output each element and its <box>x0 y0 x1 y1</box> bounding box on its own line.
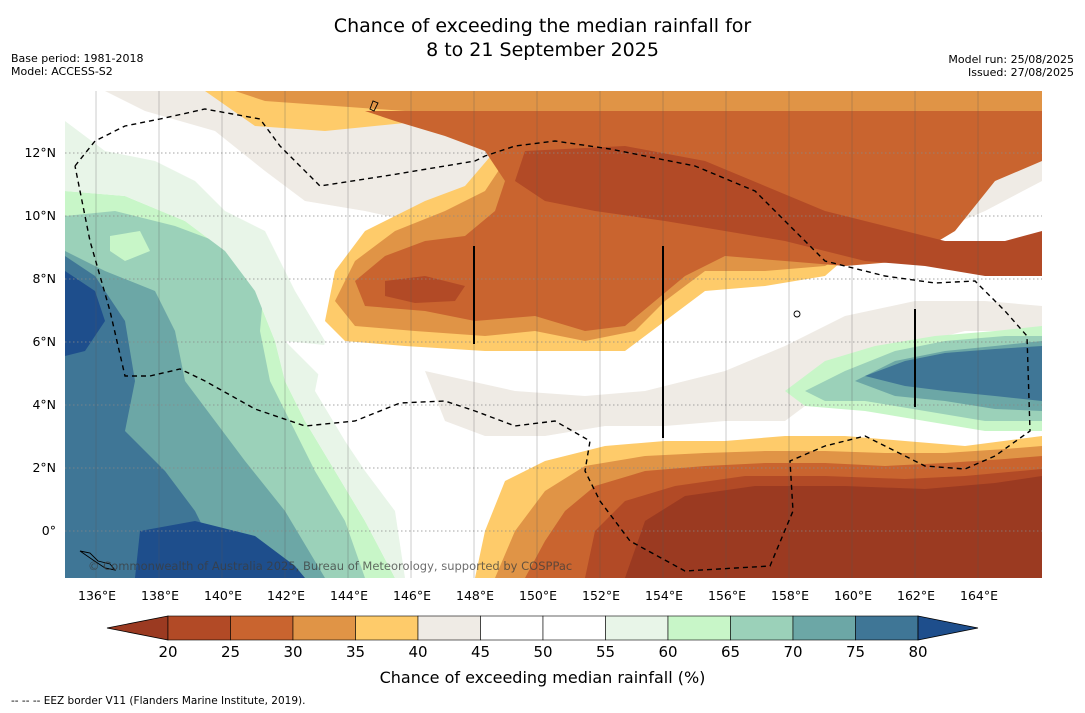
y-tick-label: 4°N <box>32 397 56 412</box>
eez-border <box>74 108 1031 572</box>
x-tick-label: 160°E <box>833 588 873 603</box>
x-tick-label: 140°E <box>203 588 243 603</box>
y-tick-label: 12°N <box>24 145 56 160</box>
model-run-text: Model run: 25/08/2025 <box>948 53 1074 66</box>
colorbar <box>106 615 979 641</box>
eez-note: -- -- -- EEZ border V11 (Flanders Marine… <box>11 695 306 707</box>
x-tick-label: 144°E <box>329 588 369 603</box>
x-tick-label: 156°E <box>707 588 747 603</box>
colorbar-tick-label: 80 <box>908 643 928 661</box>
central-rust-west <box>385 276 465 303</box>
colorbar-tick-label: 65 <box>720 643 741 661</box>
east-blue <box>865 346 1042 401</box>
colorbar-cell <box>292 615 356 641</box>
colorbar-tick-label: 30 <box>283 643 303 661</box>
colorbar-tick-label: 35 <box>345 643 366 661</box>
map-canvas <box>65 91 1042 578</box>
colorbar-cell <box>542 615 606 641</box>
colorbar-cell <box>480 615 544 641</box>
x-tick-label: 136°E <box>77 588 117 603</box>
base-period-text: Base period: 1981-2018 <box>11 52 144 65</box>
copyright-text: © Commonwealth of Australia 2025, Bureau… <box>88 559 573 573</box>
y-tick-label: 8°N <box>32 271 56 286</box>
colorbar-tick-label: 40 <box>408 643 428 661</box>
y-tick-label: 2°N <box>32 460 56 475</box>
west-pale-green <box>65 121 405 578</box>
colorbar-tick-label: 20 <box>158 643 178 661</box>
island-outlines <box>79 100 801 571</box>
colorbar-cell <box>667 615 731 641</box>
colorbar-cell <box>792 615 856 641</box>
colorbar-tick-label: 55 <box>595 643 616 661</box>
x-tick-label: 138°E <box>140 588 180 603</box>
colorbar-cell <box>730 615 794 641</box>
rainfall-map <box>65 91 1042 578</box>
west-blue <box>65 256 245 578</box>
colorbar-tick-label: 60 <box>658 643 678 661</box>
x-tick-label: 150°E <box>518 588 558 603</box>
x-tick-label: 148°E <box>455 588 495 603</box>
y-tick-label: 0° <box>41 523 56 538</box>
colorbar-cell <box>230 615 294 641</box>
black-markers <box>473 246 916 438</box>
mid-beige-band <box>425 301 1042 436</box>
colorbar-tick-label: 70 <box>783 643 803 661</box>
issued-text: Issued: 27/08/2025 <box>967 66 1074 79</box>
title-line-2: 8 to 21 September 2025 <box>426 39 659 61</box>
title-line-1: Chance of exceeding the median rainfall … <box>333 15 752 37</box>
x-tick-label: 158°E <box>770 588 810 603</box>
colorbar-tick-label: 25 <box>220 643 241 661</box>
model-info: Base period: 1981-2018 Model: ACCESS-S2 <box>11 52 143 78</box>
x-tick-label: 152°E <box>581 588 621 603</box>
colorbar-tick-label: 75 <box>845 643 866 661</box>
x-tick-label: 154°E <box>644 588 684 603</box>
map-title: Chance of exceeding the median rainfall … <box>0 14 1085 62</box>
colorbar-cell <box>355 615 419 641</box>
run-info: Model run: 25/08/2025 Issued: 27/08/2025 <box>948 53 1074 79</box>
colorbar-title: Chance of exceeding median rainfall (%) <box>379 668 706 687</box>
model-text: Model: ACCESS-S2 <box>11 65 113 78</box>
west-green-patch <box>110 231 150 261</box>
colorbar-tick-label: 50 <box>533 643 553 661</box>
y-tick-label: 10°N <box>24 208 56 223</box>
y-tick-label: 6°N <box>32 334 56 349</box>
west-dark-blue <box>135 521 305 578</box>
colorbar-cell <box>605 615 669 641</box>
colorbar-cell <box>167 615 231 641</box>
colorbar-cell <box>417 615 481 641</box>
central-deep-rust <box>515 146 1042 276</box>
x-tick-label: 146°E <box>392 588 432 603</box>
west-dark-blue-2 <box>65 271 105 356</box>
south-darkest <box>625 476 1042 578</box>
x-tick-label: 142°E <box>266 588 306 603</box>
colorbar-extend-high <box>917 615 979 641</box>
gridlines <box>65 152 1042 532</box>
x-tick-label: 164°E <box>959 588 999 603</box>
colorbar-cell <box>855 615 919 641</box>
colorbar-extend-low <box>106 615 169 641</box>
x-tick-label: 162°E <box>896 588 936 603</box>
colorbar-cells <box>106 615 979 641</box>
colorbar-tick-label: 45 <box>470 643 491 661</box>
